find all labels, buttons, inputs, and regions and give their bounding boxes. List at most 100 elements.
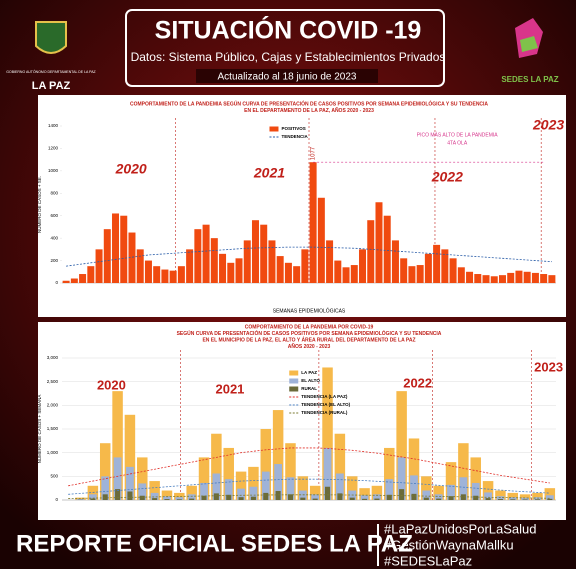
bar <box>71 279 78 283</box>
bar <box>362 499 367 500</box>
bar <box>244 240 251 283</box>
bar <box>326 240 333 283</box>
x-axis-label: SEMANAS EPIDEMIOLÓGICAS <box>273 307 346 314</box>
year-annotation: 2021 <box>215 381 244 396</box>
y-tick-label: 2,500 <box>47 379 59 384</box>
bar <box>507 273 514 283</box>
bar <box>532 273 539 283</box>
bar <box>219 254 226 283</box>
bar <box>367 220 374 283</box>
bar <box>214 493 219 500</box>
bar <box>433 245 440 283</box>
legend-label: TENDENCIA <box>281 134 308 139</box>
bar <box>127 491 132 500</box>
legend-swatch <box>289 379 298 384</box>
bar <box>334 261 341 283</box>
hashtag: #GestiónWaynaMallku <box>384 537 514 552</box>
bar <box>227 263 234 283</box>
bar <box>120 216 127 283</box>
bar <box>491 276 498 283</box>
bar <box>318 198 325 283</box>
bar <box>236 258 243 283</box>
bar <box>293 266 300 283</box>
bar <box>263 493 268 500</box>
bar <box>510 499 515 500</box>
y-tick-label: 1200 <box>48 146 59 151</box>
bar <box>424 498 429 500</box>
legend-swatch <box>289 387 298 392</box>
y-tick-label: 400 <box>50 235 58 240</box>
bar <box>400 258 407 283</box>
bar <box>540 274 547 283</box>
bar <box>374 499 379 500</box>
y-tick-label: 2,000 <box>47 403 59 408</box>
bar <box>170 271 177 283</box>
bar <box>137 249 144 283</box>
bar <box>458 267 465 283</box>
bar <box>392 240 399 283</box>
chart-title: AÑOS 2020 - 2023 <box>288 343 331 350</box>
bar <box>310 162 317 283</box>
y-tick-label: 1,000 <box>47 450 59 455</box>
bar <box>313 499 318 500</box>
y-tick-label: 600 <box>50 213 58 218</box>
bar <box>498 499 503 500</box>
chart-title: SEGÚN CURVA DE PRESENTACIÓN DE CASOS POS… <box>177 329 442 337</box>
bar <box>252 220 259 283</box>
bar <box>301 249 308 283</box>
y-tick-label: 1,500 <box>47 426 59 431</box>
peak-annotation: PICO MÁS ALTO DE LA PANDEMIA <box>417 131 499 138</box>
bar <box>186 249 193 283</box>
peak-label: 1077 <box>311 146 317 160</box>
bar <box>79 274 86 283</box>
hashtag: #LaPazUnidosPorLaSalud <box>384 521 537 536</box>
bar <box>268 240 275 283</box>
left-logo: LA PAZ <box>32 80 71 92</box>
chart-title: EN EL MUNICIPIO DE LA PAZ, EL ALTO Y ÁRE… <box>202 336 415 343</box>
bar <box>140 496 145 500</box>
bar <box>399 489 404 500</box>
chart-title: EN EL DEPARTAMENTO DE LA PAZ, AÑOS 2020 … <box>244 107 374 114</box>
bar <box>239 497 244 500</box>
bar <box>547 499 552 500</box>
bar <box>90 499 95 500</box>
bar <box>177 499 182 500</box>
legend-label: TENDENCIA (EL ALTO) <box>301 402 350 407</box>
subtitle: Datos: Sistema Público, Cajas y Establec… <box>131 50 446 64</box>
year-annotation: 2020 <box>115 161 147 177</box>
right-logo: SEDES LA PAZ <box>501 75 558 84</box>
legend-swatch <box>269 127 278 132</box>
bar <box>343 267 350 283</box>
y-tick-label: 1400 <box>48 123 59 128</box>
bar <box>523 499 528 500</box>
bar <box>96 249 103 283</box>
bar <box>260 225 267 283</box>
bar <box>359 249 366 283</box>
bar <box>194 229 201 283</box>
bar <box>285 263 292 283</box>
peak-annotation: 4TA OLA <box>447 140 468 146</box>
bar <box>178 266 185 283</box>
y-tick-label: 3,000 <box>47 355 59 360</box>
bar <box>375 202 382 283</box>
legend-label: LA PAZ <box>301 370 317 375</box>
bar <box>408 266 415 283</box>
bar <box>384 216 391 283</box>
year-annotation: 2020 <box>97 377 126 392</box>
legend-label: EL ALTO <box>301 378 320 383</box>
footer-title: REPORTE OFICIAL SEDES LA PAZ <box>16 530 413 557</box>
bar <box>450 258 457 283</box>
y-tick-label: 200 <box>50 258 58 263</box>
bar <box>411 494 416 500</box>
year-annotation: 2023 <box>534 359 563 374</box>
left-emblem <box>36 22 66 53</box>
bar <box>535 499 540 500</box>
bar <box>436 499 441 500</box>
y-tick-label: 500 <box>50 474 58 479</box>
year-annotation: 2022 <box>403 375 432 390</box>
bar <box>277 256 284 283</box>
bar <box>499 275 506 283</box>
legend-label: RURAL <box>301 386 317 391</box>
bar <box>548 275 555 283</box>
